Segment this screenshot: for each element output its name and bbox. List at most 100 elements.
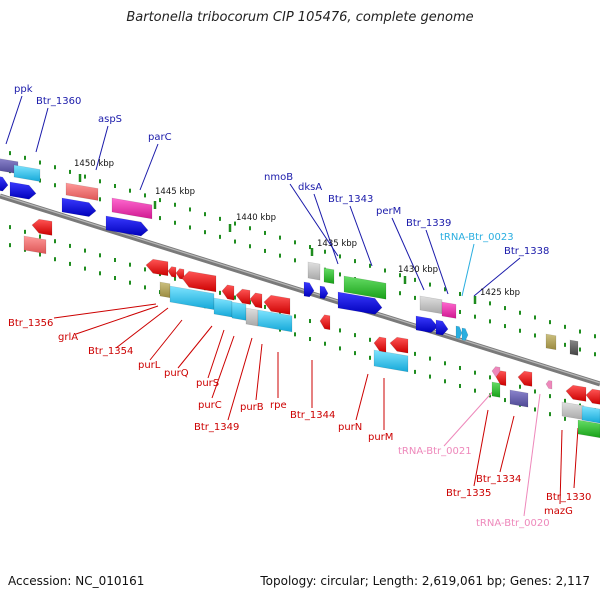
scale-label: 1440 kbp — [236, 213, 276, 223]
gene-arrow — [111, 197, 153, 220]
gene-arrow — [307, 261, 321, 281]
leader-line — [443, 387, 497, 447]
reverse-trna-label: tRNA-Btr_0020 — [476, 518, 550, 529]
topology-summary: Topology: circular; Length: 2,619,061 bp… — [260, 574, 590, 588]
reverse-gene-label: purL — [138, 360, 161, 371]
gene-arrow — [455, 325, 463, 339]
gene-arrow — [509, 389, 529, 408]
reverse-gene-label: rpe — [270, 400, 287, 411]
forward-gene-label: perM — [376, 206, 401, 217]
reverse-gene-label: purB — [240, 402, 264, 413]
reverse-trna-label: tRNA-Btr_0021 — [398, 446, 472, 457]
forward-gene-label: ppk — [14, 84, 33, 95]
reverse-gene-label: Btr_1344 — [290, 410, 335, 421]
forward-gene-label: Btr_1360 — [36, 96, 81, 107]
gene-arrow — [545, 333, 557, 351]
label-leader-lines — [5, 95, 579, 517]
leader-line — [227, 337, 253, 421]
forward-gene-label: nmoB — [264, 172, 293, 183]
gene-arrow — [577, 419, 600, 439]
reverse-gene-label: Btr_1354 — [88, 346, 133, 357]
scale-label: 1425 kbp — [480, 288, 520, 298]
gene-arrow — [303, 281, 315, 298]
genome-backbone — [0, 193, 600, 387]
leader-line — [35, 107, 49, 153]
gene-arrow — [61, 197, 97, 217]
scale-label: 1435 kbp — [317, 239, 357, 249]
forward-gene-label: aspS — [98, 114, 122, 125]
gene-arrow — [373, 349, 409, 373]
gene-arrow — [491, 381, 501, 398]
reverse-gene-label: purM — [368, 432, 393, 443]
gene-arrow — [419, 295, 443, 315]
gene-arrow — [257, 309, 293, 333]
gene-arrow — [249, 292, 263, 309]
reverse-gene-label: grlA — [58, 332, 78, 343]
forward-gene-label: Btr_1343 — [328, 194, 373, 205]
gene-arrow — [235, 288, 251, 305]
gene-arrow — [435, 319, 449, 336]
gene-arrow — [343, 275, 387, 300]
leader-line — [5, 95, 23, 145]
leader-line — [559, 429, 563, 505]
reverse-gene-label: mazG — [544, 506, 573, 517]
leader-line — [177, 325, 213, 369]
leader-line — [523, 393, 541, 517]
reverse-gene-label: purN — [338, 422, 362, 433]
gene-arrow — [167, 266, 177, 278]
scale-label: 1445 kbp — [155, 187, 195, 197]
reverse-gene-label: Btr_1330 — [546, 492, 591, 503]
gene-arrow — [389, 336, 409, 354]
forward-trna-label: tRNA-Btr_0023 — [440, 232, 514, 243]
scale-label: 1450 kbp — [74, 159, 114, 169]
gene-arrow — [319, 285, 329, 300]
leader-line — [499, 415, 515, 473]
leader-line — [115, 307, 169, 349]
leader-line — [355, 373, 369, 421]
gene-arrow — [569, 339, 579, 356]
forward-gene-label: dksA — [298, 182, 322, 193]
gene-arrow — [415, 315, 439, 333]
reverse-gene-label: Btr_1334 — [476, 474, 521, 485]
leader-line — [425, 229, 449, 295]
forward-gene-label: Btr_1339 — [406, 218, 451, 229]
forward-gene-label: Btr_1338 — [504, 246, 549, 257]
accession-text: Accession: NC_010161 — [8, 574, 145, 588]
leader-line — [349, 205, 373, 267]
gene-arrow — [231, 301, 247, 321]
gene-arrow — [65, 182, 99, 201]
gene-arrow — [13, 164, 41, 182]
gene-arrow — [585, 388, 600, 405]
gene-arrow — [461, 327, 469, 341]
reverse-gene-label: purC — [198, 400, 222, 411]
leader-line — [149, 319, 183, 361]
gene-arrow — [373, 336, 387, 353]
leader-line — [289, 183, 339, 257]
gene-arrow — [245, 307, 259, 327]
gene-arrow — [319, 314, 331, 331]
leader-line — [139, 143, 159, 191]
scale-labels: 1450 kbp 1445 kbp 1440 kbp 1435 kbp 1430 kbp… — [74, 159, 520, 298]
gene-arrow — [31, 218, 53, 236]
reverse-gene-label: purQ — [164, 368, 189, 379]
reverse-gene-label: purS — [196, 378, 219, 389]
leader-line — [255, 343, 263, 401]
gene-arrow — [159, 281, 171, 299]
leader-line — [473, 409, 489, 487]
leader-line — [313, 193, 339, 265]
gene-arrow — [213, 297, 233, 318]
reverse-gene-label: Btr_1356 — [8, 318, 53, 329]
gene-arrow — [181, 270, 217, 293]
genome-backbone-highlight — [0, 194, 600, 384]
reverse-gene-label: Btr_1335 — [446, 488, 491, 499]
leader-line — [391, 217, 425, 291]
gene-arrow — [23, 235, 47, 255]
forward-gene-label: parC — [148, 132, 172, 143]
leader-line — [53, 303, 157, 319]
gene-arrow — [565, 384, 587, 402]
gene-features — [0, 158, 600, 439]
leader-line — [211, 335, 235, 399]
